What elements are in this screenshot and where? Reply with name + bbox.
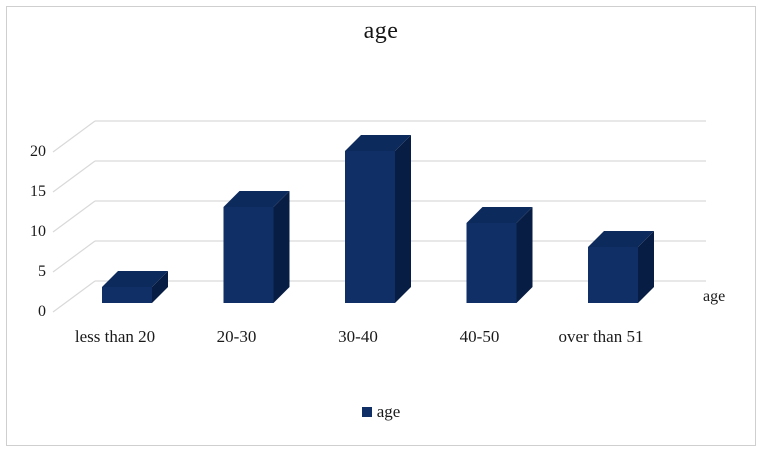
chart-title: age [363,18,399,44]
bar-front-face [588,247,638,303]
y-tick-label: 10 [30,223,46,240]
legend-label: age [376,402,401,421]
gridline-diagonal [52,200,96,233]
gridline-diagonal [52,280,96,313]
x-category-label: 40-50 [459,327,500,346]
depth-axis-label: age [703,288,726,305]
y-tick-label: 5 [38,263,46,280]
x-category-label: less than 20 [74,327,156,346]
bar-side-face [152,271,168,303]
y-tick-label: 15 [30,183,46,200]
legend: age [0,403,762,421]
x-category-label: over than 51 [558,327,644,346]
bar-front-face [223,207,274,303]
bar-side-face [638,231,654,303]
bar-40-50 [466,207,533,303]
bar-top-face [466,207,533,223]
legend-swatch [361,407,372,417]
bar-front-face [466,223,517,303]
bar-less than 20 [102,271,168,303]
bar-20-30 [223,191,290,303]
y-tick-label: 0 [38,303,46,320]
bar-side-face [516,207,533,303]
bar-front-face [102,287,152,303]
bar-front-face [345,151,395,303]
bar-over than 51 [588,231,654,303]
gridline-diagonal [52,240,96,273]
bar-top-face [223,191,290,207]
bar-side-face [273,191,290,303]
bar-top-face [345,135,411,151]
bar-30-40 [345,135,411,303]
bar-top-face [102,271,168,287]
bar-top-face [588,231,654,247]
gridline-diagonal [52,160,96,193]
x-category-label: 30-40 [338,327,378,346]
gridline-diagonal [52,120,96,153]
bar-side-face [395,135,411,303]
y-tick-label: 20 [30,143,46,160]
x-category-label: 20-30 [216,327,257,346]
